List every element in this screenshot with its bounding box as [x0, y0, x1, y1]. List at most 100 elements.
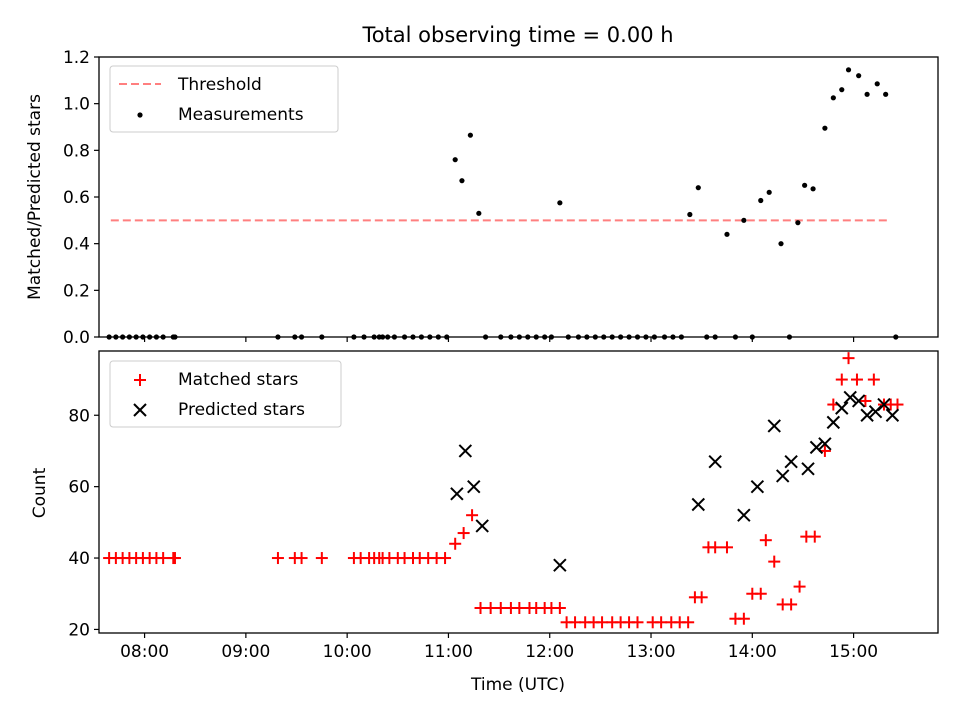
matched-star-point — [835, 373, 848, 386]
count-y-tick-label: 80 — [68, 406, 90, 426]
count-x-tick-label: 10:00 — [323, 642, 372, 662]
matched-star-point — [631, 616, 644, 629]
matched-star-point — [808, 530, 821, 543]
threshold-legend-label: Threshold — [177, 75, 262, 95]
matched-star-point — [513, 602, 526, 615]
matched-star-point — [682, 616, 695, 629]
measurement-point — [557, 200, 563, 206]
measurement-point — [795, 220, 801, 226]
count-x-ticks: 08:00 09:00 10:00 11:00 12:00 13:00 14:00 15:00 — [120, 633, 878, 662]
ratio-y-tick-label: 1.2 — [63, 48, 90, 68]
ratio-panel: 0.0 0.2 0.4 0.6 0.8 1.0 1.2 Matched/Predicted … — [25, 48, 939, 348]
measurement-point — [695, 185, 701, 191]
predicted-star-point — [553, 558, 567, 572]
measurement-point — [758, 197, 764, 204]
matched-star-point — [474, 602, 487, 615]
predicted-star-point — [767, 419, 781, 433]
matched-star-point — [793, 580, 806, 593]
predicted-star-point — [826, 415, 841, 430]
ratio-legend-box — [109, 65, 339, 133]
measurement-point — [883, 91, 889, 97]
count-y-tick-label: 40 — [68, 549, 90, 569]
count-panel: 20 40 60 80 08:00 09:00 10:00 11:00 12:00 13:00 1… — [30, 350, 939, 695]
ratio-y-tick-label: 0.6 — [63, 188, 90, 208]
predicted-star-point — [475, 519, 489, 533]
matched-star-point — [553, 602, 566, 615]
measurement-point — [810, 186, 816, 192]
matched-star-point — [842, 352, 855, 365]
matched-star-point — [768, 555, 781, 568]
matched-star-point — [720, 541, 733, 554]
matched-star-point — [695, 591, 708, 604]
x-axis-label: Time (UTC) — [470, 675, 565, 695]
ratio-legend: Threshold Measurements — [109, 65, 339, 133]
predicted-star-point — [809, 440, 824, 455]
measurement-point — [741, 217, 747, 223]
matched-star-point — [157, 552, 170, 565]
ratio-y-tick-label: 0.8 — [63, 141, 90, 161]
predicted-star-point — [885, 408, 900, 422]
predicted-star-point — [450, 487, 464, 501]
measurement-point — [687, 211, 693, 218]
predicted-star-point — [877, 397, 891, 412]
matched-star-point — [709, 541, 722, 554]
matched-star-point — [295, 552, 308, 565]
measurement-point — [476, 210, 482, 216]
matched-star-point — [850, 373, 863, 386]
measurement-point — [830, 95, 836, 101]
predicted-star-point — [691, 497, 705, 512]
predicted-star-point — [775, 469, 790, 483]
count-x-tick-label: 11:00 — [424, 642, 473, 662]
measurement-point — [467, 132, 473, 138]
count-x-tick-label: 08:00 — [120, 642, 169, 662]
matched-star-point — [785, 598, 798, 611]
ratio-x-ticks — [143, 337, 855, 342]
matched-legend-swatch — [134, 374, 146, 386]
ratio-y-tick-label: 0.2 — [63, 281, 90, 301]
ratio-y-ticks: 0.0 0.2 0.4 0.6 0.8 1.0 1.2 — [63, 48, 99, 348]
predicted-star-point — [835, 401, 849, 415]
matched-star-point — [168, 552, 181, 565]
count-legend: Matched stars Predicted stars — [109, 360, 342, 428]
predicted-star-point — [750, 479, 765, 494]
count-x-tick-label: 15:00 — [829, 642, 878, 662]
matched-legend-label: Matched stars — [178, 370, 298, 390]
matched-star-point — [737, 612, 750, 625]
matched-star-point — [484, 602, 497, 615]
predicted-star-point — [737, 508, 751, 522]
matched-star-point — [457, 527, 470, 540]
measurement-point — [864, 91, 870, 97]
ratio-y-tick-label: 0.0 — [63, 328, 90, 348]
matched-star-point — [494, 602, 507, 615]
count-marks — [103, 352, 904, 629]
matched-star-point — [759, 534, 772, 547]
count-legend-box — [109, 360, 342, 428]
measurement-point — [845, 67, 852, 73]
predicted-star-point — [458, 444, 473, 458]
count-y-ticks: 20 40 60 80 — [68, 406, 99, 640]
count-x-tick-label: 12:00 — [525, 642, 574, 662]
count-x-tick-label: 14:00 — [728, 642, 777, 662]
measurements-legend-label: Measurements — [178, 105, 304, 125]
matched-star-point — [466, 509, 479, 522]
measurement-point — [839, 87, 845, 93]
count-y-axis-label: Count — [30, 467, 50, 518]
measurements-legend-swatch — [137, 112, 143, 118]
predicted-star-point — [801, 462, 815, 476]
matched-star-point — [754, 587, 767, 600]
matched-star-point — [596, 616, 609, 629]
matched-star-point — [449, 537, 462, 550]
measurement-point — [802, 182, 808, 188]
count-y-tick-label: 20 — [68, 620, 90, 640]
predicted-legend-label: Predicted stars — [178, 400, 305, 420]
matched-star-point — [315, 552, 328, 565]
predicted-star-point — [818, 437, 832, 451]
count-x-tick-label: 13:00 — [627, 642, 676, 662]
measurement-point — [459, 178, 465, 184]
predicted-star-point — [784, 454, 798, 469]
ratio-marks — [106, 67, 899, 340]
chart-title: Total observing time = 0.00 h — [361, 23, 673, 47]
predicted-star-point — [708, 454, 722, 469]
measurement-point — [724, 231, 730, 237]
predicted-legend-swatch — [133, 403, 147, 417]
